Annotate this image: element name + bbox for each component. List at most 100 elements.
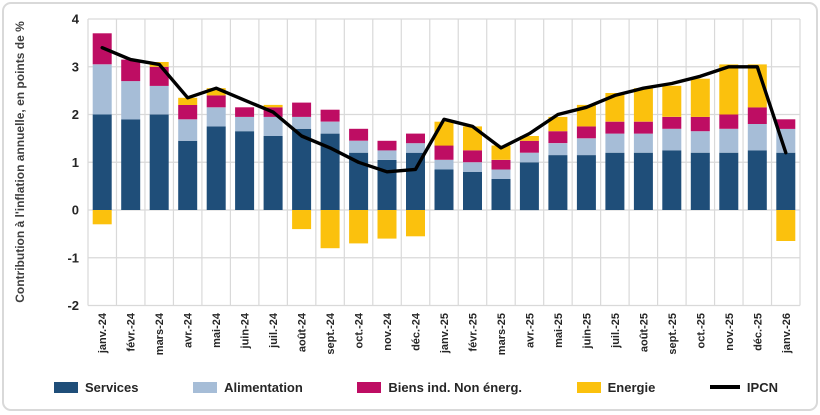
bar-segment-juil.-24 <box>263 136 283 210</box>
bar-segment-juin-25 <box>576 155 596 210</box>
bar-segment-mai-24 <box>206 126 226 210</box>
bar-segment-janv.-25 <box>434 145 454 160</box>
legend-label-services: Services <box>85 379 139 395</box>
bar-segment-sept.-24 <box>320 121 340 134</box>
bar-segment-févr.-25 <box>463 162 482 172</box>
bar-segment-oct.-24 <box>349 152 369 210</box>
bar-segment-avr.-25 <box>519 152 539 163</box>
y-tick-label: 1 <box>72 155 79 170</box>
bar-segment-août-25 <box>633 121 653 134</box>
bar-segment-mars-25 <box>491 179 511 210</box>
bar-segment-sept.-25 <box>662 150 682 210</box>
bar-segment-janv.-26 <box>776 119 796 129</box>
bar-segment-févr.-24 <box>121 81 141 120</box>
x-tick-label: mars-24 <box>154 312 166 355</box>
bar-segment-août-24 <box>292 210 312 230</box>
bar-segment-avr.-24 <box>178 119 198 141</box>
bar-segment-oct.-24 <box>349 210 369 244</box>
ipcn-line <box>100 46 788 174</box>
bar-segment-sept.-25 <box>662 85 682 117</box>
bar-segment-janv.-24 <box>92 114 112 210</box>
bar-segment-mai-24 <box>206 88 226 96</box>
bar-segment-janv.-24 <box>92 64 112 115</box>
bar-segment-nov.-24 <box>377 210 397 239</box>
bar-segment-oct.-24 <box>349 140 369 153</box>
x-tick-label: août-25 <box>638 313 650 352</box>
legend-item-ipcn: IPCN <box>709 379 778 395</box>
bar-segment-déc.-25 <box>747 124 767 151</box>
bar-segment-sept.-25 <box>662 128 682 151</box>
x-tick-label: nov.-24 <box>382 312 394 351</box>
alimentation-swatch-icon <box>193 381 218 393</box>
bar-segment-août-25 <box>633 88 653 122</box>
y-tick-label: 2 <box>72 107 79 122</box>
bar-segment-mars-25 <box>491 145 511 160</box>
x-tick-label: sept.-25 <box>667 313 679 355</box>
x-tick-label: déc.-25 <box>752 313 764 351</box>
legend-label-biens: Biens ind. Non énerg. <box>388 379 523 395</box>
x-tick-label: sept.-24 <box>325 312 337 354</box>
x-tick-label: avr.-24 <box>183 312 195 348</box>
x-tick-label: juin-25 <box>581 313 593 349</box>
bar-segment-nov.-25 <box>719 152 739 210</box>
bar-segment-juil.-25 <box>605 93 625 122</box>
bar-segment-avr.-24 <box>178 97 198 105</box>
bar-segment-déc.-25 <box>747 150 767 210</box>
bar-segment-nov.-25 <box>719 128 739 153</box>
bar-segment-janv.-25 <box>434 169 454 210</box>
legend-label-alimentation: Alimentation <box>224 379 303 395</box>
biens-swatch-icon <box>357 381 382 393</box>
y-tick-label: -1 <box>67 250 79 265</box>
bar-segment-déc.-25 <box>747 64 767 108</box>
bar-segment-juin-25 <box>576 138 596 156</box>
x-tick-label: juin-24 <box>240 312 252 349</box>
bar-segment-juin-24 <box>235 107 255 117</box>
bar-segment-févr.-24 <box>121 59 141 82</box>
x-tick-label: janv.-24 <box>97 312 109 354</box>
legend-item-services: Services <box>54 380 139 395</box>
bar-segment-juin-24 <box>235 116 255 132</box>
bar-segment-juil.-25 <box>605 152 625 210</box>
x-tick-label: janv.-25 <box>439 313 451 354</box>
x-tick-label: janv.-26 <box>781 313 793 354</box>
bar-segment-déc.-24 <box>406 152 425 210</box>
bar-segment-juil.-25 <box>605 133 625 153</box>
bar-segment-avr.-24 <box>178 140 198 210</box>
bar-segment-mai-24 <box>206 107 226 127</box>
ipcn-line-swatch-icon <box>709 385 740 389</box>
x-tick-label: mai-25 <box>553 313 565 348</box>
bar-segment-sept.-24 <box>320 109 340 122</box>
bar-segment-mars-25 <box>491 159 511 170</box>
bar-segment-mai-25 <box>548 116 568 132</box>
x-tick-label: déc.-24 <box>411 312 423 351</box>
bar-segment-nov.-24 <box>377 150 397 160</box>
bar-segment-janv.-26 <box>776 152 796 210</box>
bar-segment-juil.-24 <box>263 104 283 108</box>
bar-segment-sept.-25 <box>662 116 682 129</box>
bar-segment-août-24 <box>292 102 312 117</box>
legend-item-energie: Energie <box>576 380 655 395</box>
x-tick-label: mars-25 <box>496 313 508 355</box>
bar-segment-mars-25 <box>491 169 511 179</box>
bar-segment-avr.-25 <box>519 136 539 141</box>
bar-segment-nov.-25 <box>719 64 739 115</box>
legend-item-biens: Biens ind. Non énerg. <box>357 380 522 395</box>
bar-segment-févr.-25 <box>463 171 482 210</box>
bar-segment-janv.-26 <box>776 210 796 241</box>
x-tick-label: févr.-25 <box>467 313 479 352</box>
bar-segment-oct.-24 <box>349 128 369 141</box>
bar-segment-déc.-24 <box>406 143 425 153</box>
bar-segment-févr.-25 <box>463 126 482 151</box>
y-tick-label: 4 <box>72 12 80 27</box>
bar-segment-août-25 <box>633 133 653 153</box>
bar-segment-juin-25 <box>576 126 596 139</box>
x-tick-label: juil.-25 <box>610 313 622 349</box>
bar-segment-oct.-25 <box>690 78 710 117</box>
plot-area: 4 3 2 1 0 -1 -2 janv.-24 févr.-24 mars-24 avr.-24 m… <box>67 12 801 355</box>
bar-segment-déc.-24 <box>406 210 425 237</box>
x-tick-label: nov.-25 <box>724 313 736 351</box>
legend-label-ipcn: IPCN <box>746 379 778 395</box>
bar-segment-sept.-24 <box>320 210 340 249</box>
bar-segment-oct.-25 <box>690 116 710 132</box>
x-tick-label: févr.-24 <box>126 312 138 351</box>
